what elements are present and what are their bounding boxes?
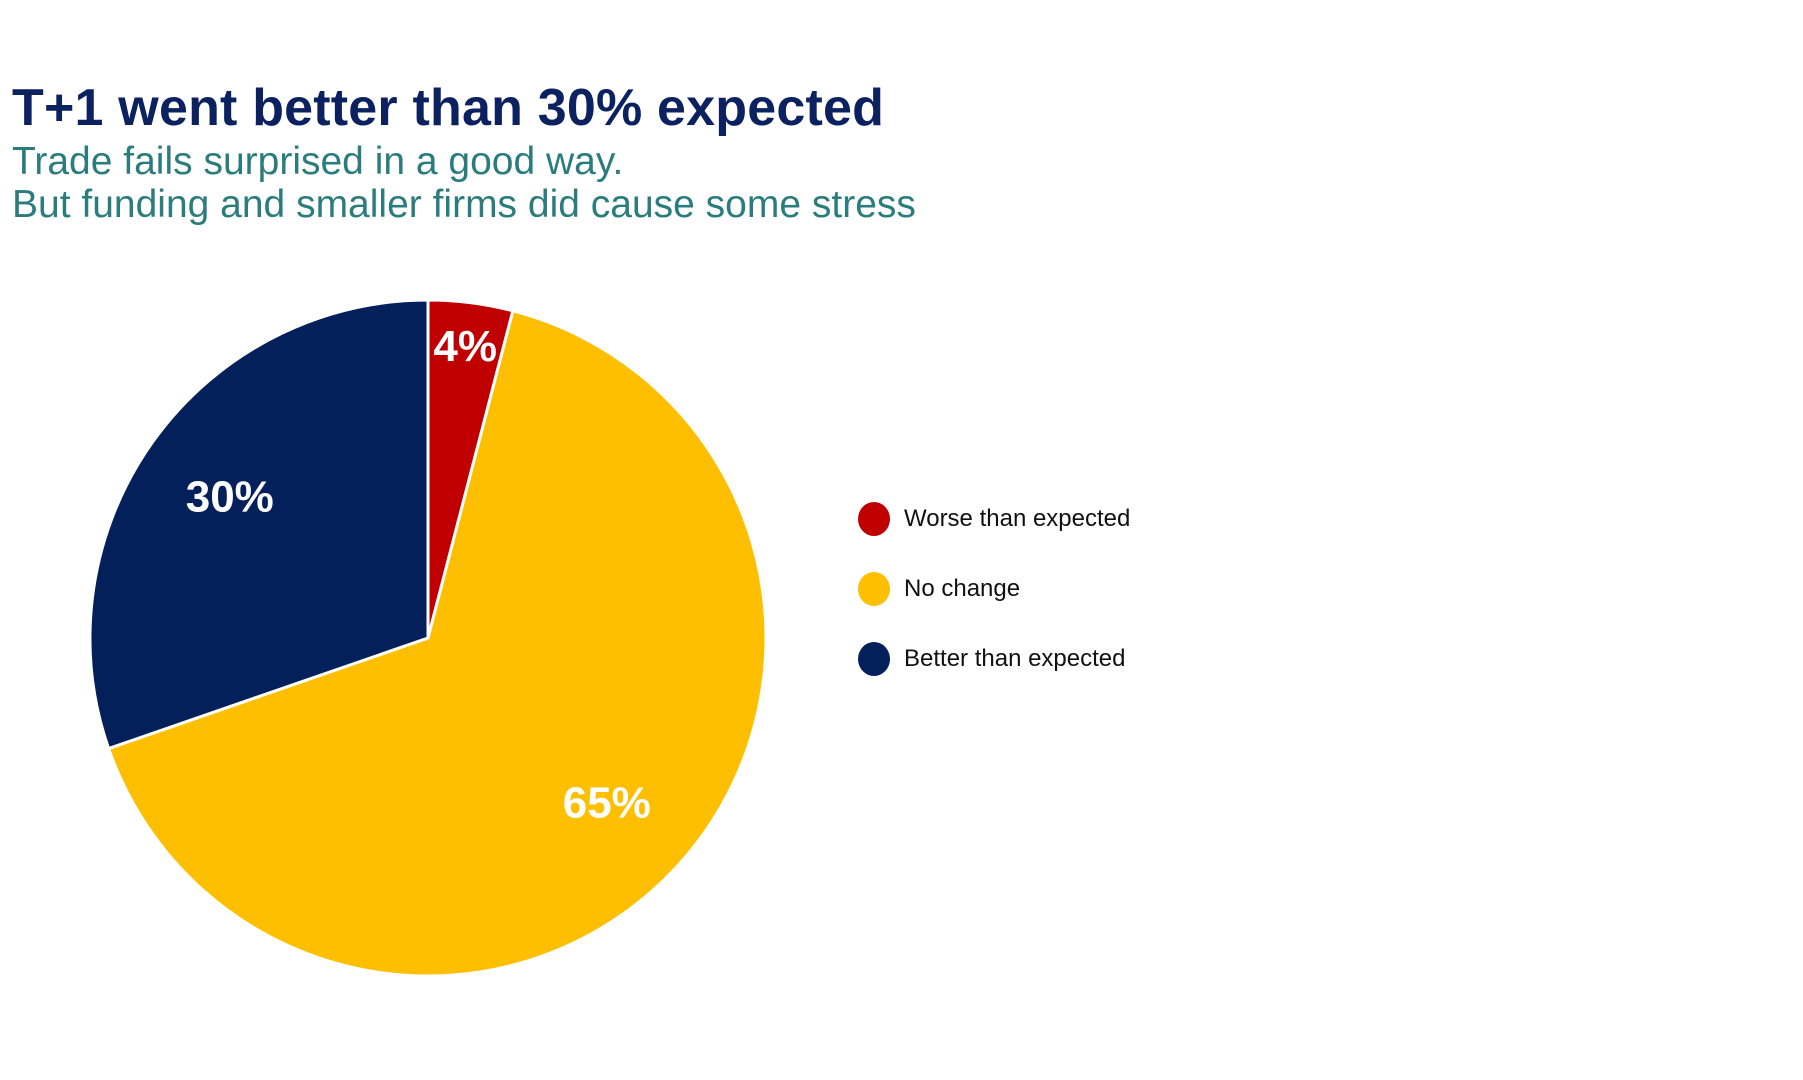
pie-chart: 4% 65% 30%	[88, 298, 768, 978]
chart-subtitle-line-2: But funding and smaller firms did cause …	[12, 183, 916, 226]
legend-item-worse: Worse than expected	[858, 484, 1130, 554]
legend-label-better: Better than expected	[904, 645, 1126, 672]
legend-item-better: Better than expected	[858, 624, 1130, 694]
legend-swatch-better	[858, 642, 890, 676]
pie-slice-no-change	[106, 309, 768, 978]
legend-item-no-change: No change	[858, 554, 1130, 624]
pie-slice-better	[88, 298, 430, 751]
chart-title: T+1 went better than 30% expected	[12, 79, 885, 137]
legend-label-no-change: No change	[904, 575, 1021, 602]
legend-swatch-worse	[858, 502, 890, 536]
chart-subtitle-line-1: Trade fails surprised in a good way.	[12, 140, 624, 183]
pie-label-worse: 4%	[433, 322, 497, 371]
pie-label-better: 30%	[186, 472, 274, 521]
legend-label-worse: Worse than expected	[904, 505, 1131, 532]
pie-label-no-change: 65%	[563, 779, 651, 828]
legend-swatch-no-change	[858, 572, 890, 606]
chart-legend: Worse than expected No change Better tha…	[858, 484, 1130, 694]
